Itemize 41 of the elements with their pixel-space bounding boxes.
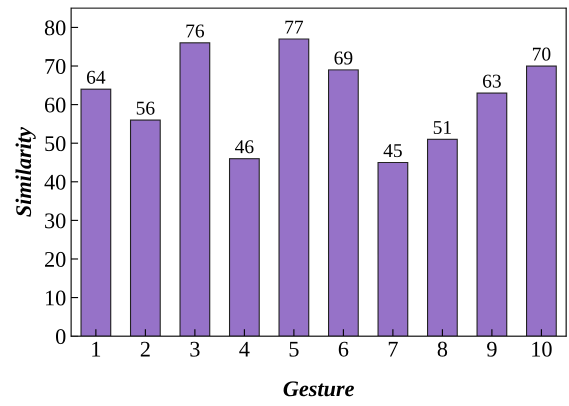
y-axis-title: Similarity	[15, 127, 36, 217]
x-tick-label: 3	[190, 342, 200, 357]
x-tick-label: 1	[92, 342, 100, 356]
y-tick-label: 0	[56, 329, 66, 344]
y-tick-label: 10	[46, 290, 66, 306]
bar	[476, 92, 508, 336]
x-tick-label: 2	[140, 342, 150, 356]
bar	[426, 138, 458, 336]
x-tick-label: 8	[438, 342, 448, 357]
bar	[278, 38, 310, 336]
data-label: 45	[384, 144, 402, 158]
x-tick-label: 9	[487, 342, 497, 357]
x-tick-label: 6	[338, 342, 348, 357]
data-label: 69	[334, 51, 352, 65]
data-label: 76	[186, 24, 204, 38]
bar	[80, 88, 112, 336]
x-tick-label: 5	[290, 342, 299, 357]
bar	[228, 158, 260, 336]
y-tick-label: 20	[45, 252, 66, 267]
bar	[377, 162, 408, 336]
y-tick-label: 70	[46, 58, 66, 74]
y-tick-label: 80	[44, 20, 66, 36]
data-label: 70	[532, 48, 550, 61]
bar	[130, 119, 161, 336]
bar	[179, 42, 210, 336]
data-label: 51	[434, 120, 451, 134]
y-tick-label: 30	[45, 213, 66, 228]
bar	[526, 65, 557, 336]
y-tick-label: 50	[45, 136, 66, 152]
x-tick-label: 10	[532, 342, 552, 357]
data-label: 63	[483, 74, 501, 88]
y-tick-label: 40	[44, 174, 66, 190]
bar	[328, 69, 359, 336]
data-label: 64	[86, 70, 106, 84]
data-label: 56	[136, 102, 155, 115]
x-tick-label: 4	[239, 342, 250, 356]
x-tick-label: 7	[388, 342, 398, 356]
y-tick-label: 60	[44, 98, 66, 113]
x-axis-title: Gesture	[284, 381, 354, 396]
data-label: 77	[285, 20, 304, 34]
data-label: 46	[235, 140, 254, 154]
